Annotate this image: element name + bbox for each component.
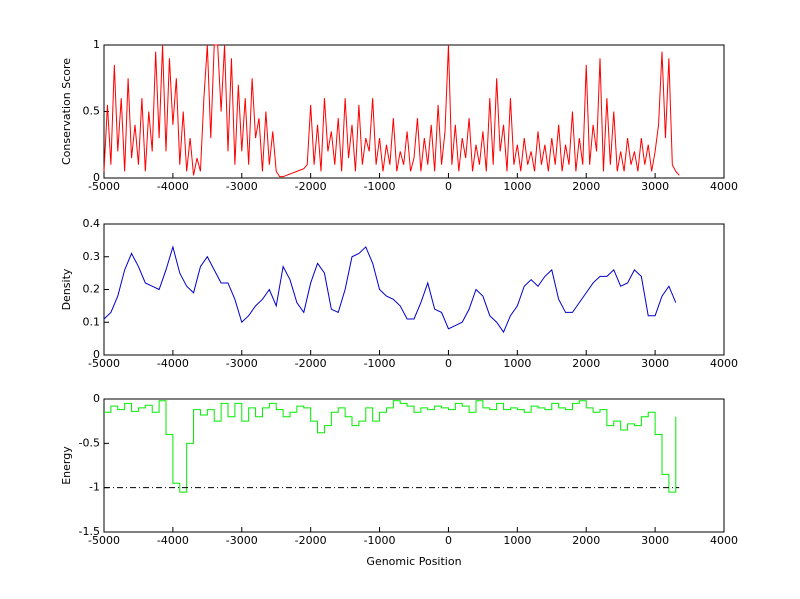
y-tick-label: 0.2 xyxy=(83,283,101,296)
x-tick-label: -3000 xyxy=(226,180,258,193)
y-tick-label: -0.5 xyxy=(79,436,100,449)
data-line xyxy=(104,400,677,493)
axes-box xyxy=(103,398,725,533)
y-tick-label: -1 xyxy=(89,481,100,494)
x-tick-label: 0 xyxy=(445,534,452,547)
x-tick-label: -4000 xyxy=(157,357,189,370)
x-tick-label: 2000 xyxy=(572,534,600,547)
x-tick-label: 1000 xyxy=(503,534,531,547)
x-tick-label: 2000 xyxy=(572,357,600,370)
data-line xyxy=(103,44,680,178)
y-tick-label: 0.3 xyxy=(83,250,101,263)
y-axis-label: Energy xyxy=(60,446,73,485)
x-tick-label: -3000 xyxy=(226,534,258,547)
y-tick-label: 0 xyxy=(93,348,100,361)
x-tick-label: -2000 xyxy=(295,357,327,370)
y-tick-label: 0 xyxy=(93,171,100,184)
x-tick-label: -3000 xyxy=(226,357,258,370)
y-axis-label: Density xyxy=(60,268,73,310)
x-tick-label: 4000 xyxy=(710,534,738,547)
x-tick-label: 4000 xyxy=(710,357,738,370)
x-tick-label: -4000 xyxy=(157,534,189,547)
x-tick-label: 0 xyxy=(445,180,452,193)
x-tick-label: -1000 xyxy=(364,534,396,547)
x-tick-label: -4000 xyxy=(157,180,189,193)
x-tick-label: -1000 xyxy=(364,180,396,193)
x-tick-label: 1000 xyxy=(503,357,531,370)
y-tick-label: 0.5 xyxy=(83,105,101,118)
x-tick-label: 3000 xyxy=(641,180,669,193)
y-axis-label: Conservation Score xyxy=(60,58,73,165)
x-tick-label: -2000 xyxy=(295,180,327,193)
y-tick-label: 0.4 xyxy=(83,217,101,230)
y-tick-label: 0 xyxy=(93,392,100,405)
x-tick-label: -5000 xyxy=(88,357,120,370)
axes-box xyxy=(103,223,725,356)
x-tick-label: 0 xyxy=(445,357,452,370)
y-tick-label: -1.5 xyxy=(79,525,100,538)
x-tick-label: -1000 xyxy=(364,357,396,370)
x-tick-label: 1000 xyxy=(503,180,531,193)
x-axis-label: Genomic Position xyxy=(366,555,461,568)
x-tick-label: -2000 xyxy=(295,534,327,547)
x-tick-label: 3000 xyxy=(641,534,669,547)
y-tick-label: 1 xyxy=(93,38,100,51)
data-line xyxy=(103,245,677,334)
x-tick-label: 4000 xyxy=(710,180,738,193)
x-tick-label: -5000 xyxy=(88,534,120,547)
y-tick-label: 0.1 xyxy=(83,315,101,328)
x-tick-label: 3000 xyxy=(641,357,669,370)
x-tick-label: 2000 xyxy=(572,180,600,193)
x-tick-label: -5000 xyxy=(88,180,120,193)
